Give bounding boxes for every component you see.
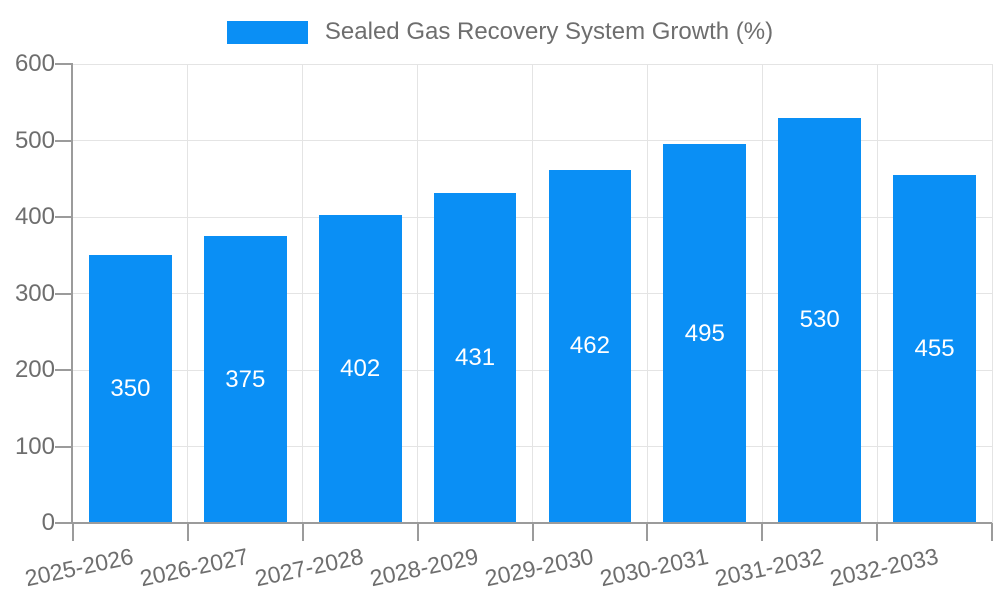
bar-2028-2029[interactable] <box>433 193 517 523</box>
bar-value-label: 530 <box>799 306 840 334</box>
x-tick-mark <box>301 523 304 541</box>
bar-2027-2028[interactable] <box>318 215 402 523</box>
bar-value-label: 431 <box>455 344 496 372</box>
y-tick-mark <box>55 369 73 371</box>
x-tick-mark <box>761 523 764 541</box>
y-axis-tick-label: 500 <box>14 126 55 154</box>
bar-2031-2032[interactable] <box>778 117 862 523</box>
y-axis-tick-label: 300 <box>14 279 55 307</box>
gridline-vertical <box>991 64 993 523</box>
gridline-vertical <box>302 64 304 523</box>
y-axis-tick-label: 400 <box>14 203 55 230</box>
x-axis-tick-label: 2029-2030 <box>482 542 596 592</box>
gridline-vertical <box>417 64 419 523</box>
y-tick-mark <box>55 63 73 65</box>
x-tick-mark <box>876 523 879 541</box>
x-axis-tick-label: 2025-2026 <box>23 542 137 592</box>
bar-2032-2033[interactable] <box>893 174 976 523</box>
bar-value-label: 462 <box>569 332 610 360</box>
y-tick-mark <box>55 216 73 218</box>
x-axis-tick-label: 2032-2033 <box>827 542 941 592</box>
x-tick-mark <box>416 523 419 541</box>
legend-label: Sealed Gas Recovery System Growth (%) <box>324 18 774 45</box>
gridline-vertical <box>876 64 878 523</box>
bar-2025-2026[interactable] <box>89 255 172 523</box>
x-tick-mark <box>991 523 993 541</box>
y-axis-tick-label: 100 <box>14 432 55 460</box>
x-axis-tick-label: 2031-2032 <box>712 542 826 592</box>
y-axis-tick-label: 600 <box>14 50 55 77</box>
bar-value-label: 350 <box>110 375 151 403</box>
x-tick-mark <box>531 523 534 541</box>
y-tick-mark <box>55 292 73 295</box>
x-axis-tick-label: 2030-2031 <box>597 542 711 592</box>
y-axis-tick-label: 0 <box>41 509 55 536</box>
y-tick-mark <box>55 522 73 524</box>
bar-2030-2031[interactable] <box>663 144 747 523</box>
bar-2029-2030[interactable] <box>548 169 632 523</box>
legend-swatch-icon <box>226 20 308 44</box>
x-tick-mark <box>646 523 649 541</box>
x-axis-tick-label: 2027-2028 <box>252 542 366 592</box>
y-axis-tick-label: 200 <box>14 356 55 383</box>
x-axis-tick-label: 2026-2027 <box>137 542 251 592</box>
x-tick-mark <box>72 523 74 541</box>
bar-value-label: 375 <box>225 365 266 393</box>
gridline-vertical <box>646 64 648 523</box>
x-tick-mark <box>186 523 189 541</box>
bar-2026-2027[interactable] <box>203 236 287 523</box>
gridline-vertical <box>761 64 763 523</box>
y-tick-mark <box>55 139 73 142</box>
legend-item[interactable]: Sealed Gas Recovery System Growth (%) <box>0 20 1000 44</box>
x-axis-tick-label: 2028-2029 <box>367 542 481 592</box>
bar-value-label: 402 <box>340 355 381 383</box>
y-tick-mark <box>55 445 73 448</box>
bar-value-label: 495 <box>684 319 725 347</box>
gridline-vertical <box>187 64 189 523</box>
bar-value-label: 455 <box>914 334 955 362</box>
gridline-vertical <box>532 64 533 523</box>
